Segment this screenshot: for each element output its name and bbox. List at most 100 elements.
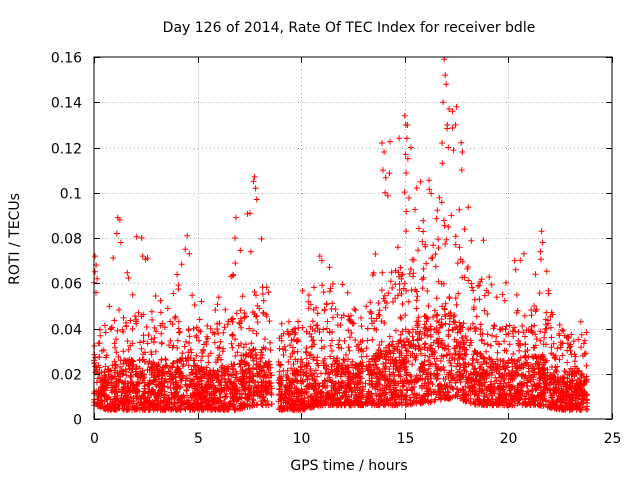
data-point	[450, 374, 457, 381]
data-point	[537, 328, 544, 335]
data-point	[407, 342, 414, 349]
data-point	[369, 384, 376, 391]
data-point	[229, 344, 236, 351]
data-point	[193, 352, 200, 359]
data-point	[484, 311, 491, 317]
data-point	[350, 399, 357, 406]
data-point	[214, 375, 221, 381]
data-point	[372, 371, 379, 378]
data-point	[376, 307, 383, 314]
data-point	[146, 358, 153, 365]
data-point	[293, 338, 300, 345]
data-point	[394, 346, 401, 353]
data-point	[198, 298, 205, 305]
data-point	[496, 398, 503, 405]
data-point	[377, 387, 384, 394]
data-point	[229, 332, 236, 339]
data-point	[501, 338, 508, 345]
data-point	[140, 311, 147, 318]
x-axis-label: GPS time / hours	[290, 458, 407, 474]
data-point	[186, 333, 193, 340]
data-point	[172, 393, 179, 400]
data-point	[132, 390, 139, 397]
data-point	[541, 329, 548, 336]
data-point	[287, 395, 294, 402]
data-point	[572, 397, 579, 404]
data-point	[314, 360, 321, 367]
data-point	[230, 361, 237, 368]
data-point	[407, 352, 414, 359]
data-point	[381, 320, 388, 326]
data-point	[400, 285, 407, 292]
data-point	[440, 280, 447, 287]
data-point	[232, 368, 239, 375]
data-point	[483, 375, 490, 382]
data-point	[484, 398, 491, 405]
data-point	[379, 140, 385, 146]
data-point	[214, 368, 221, 374]
data-point	[484, 386, 491, 393]
data-point	[366, 358, 372, 365]
data-point	[157, 398, 164, 404]
data-point	[557, 344, 564, 351]
data-point	[471, 325, 478, 332]
data-point	[492, 360, 499, 367]
data-point	[149, 316, 156, 323]
data-point	[499, 372, 506, 379]
data-point	[313, 367, 319, 374]
data-point	[549, 311, 556, 318]
data-point	[423, 382, 430, 389]
data-point	[392, 281, 399, 288]
data-point	[363, 353, 370, 360]
data-point	[139, 253, 146, 260]
data-point	[451, 336, 458, 343]
data-point	[175, 282, 182, 289]
data-point	[237, 315, 244, 322]
data-point	[237, 377, 244, 384]
data-point	[462, 333, 469, 340]
data-point	[137, 339, 143, 346]
data-point	[277, 386, 283, 393]
data-point	[172, 313, 179, 320]
data-point	[251, 289, 258, 295]
data-point	[253, 196, 260, 203]
data-point	[327, 377, 334, 383]
data-point	[469, 284, 475, 291]
data-point	[414, 293, 421, 300]
data-point	[381, 397, 388, 404]
data-point	[204, 394, 210, 401]
data-point	[481, 340, 488, 347]
data-point	[229, 318, 236, 325]
y-tick-label: 0.08	[51, 232, 82, 248]
y-tick-label: 0.16	[51, 51, 82, 67]
data-point	[92, 253, 98, 260]
data-point	[299, 392, 305, 399]
data-point	[346, 347, 353, 354]
data-point	[560, 379, 567, 386]
data-point	[246, 346, 253, 353]
data-point	[417, 398, 424, 405]
data-point	[223, 384, 230, 391]
data-point	[344, 289, 351, 296]
data-point	[276, 345, 283, 352]
data-point	[537, 375, 544, 382]
data-point	[318, 257, 325, 264]
data-point	[117, 363, 123, 370]
data-point	[250, 373, 257, 380]
data-point	[322, 398, 329, 405]
data-point	[185, 362, 192, 369]
data-point	[251, 391, 258, 398]
data-point	[494, 356, 500, 363]
data-point	[206, 381, 213, 388]
data-point	[506, 373, 513, 380]
data-point	[524, 347, 531, 354]
data-point	[382, 304, 389, 311]
data-point	[265, 289, 272, 296]
data-point	[501, 376, 508, 383]
data-point	[559, 340, 566, 347]
data-point	[478, 353, 485, 360]
data-point	[310, 354, 317, 361]
data-point	[131, 406, 138, 413]
data-point	[465, 277, 472, 284]
data-point	[211, 372, 218, 378]
